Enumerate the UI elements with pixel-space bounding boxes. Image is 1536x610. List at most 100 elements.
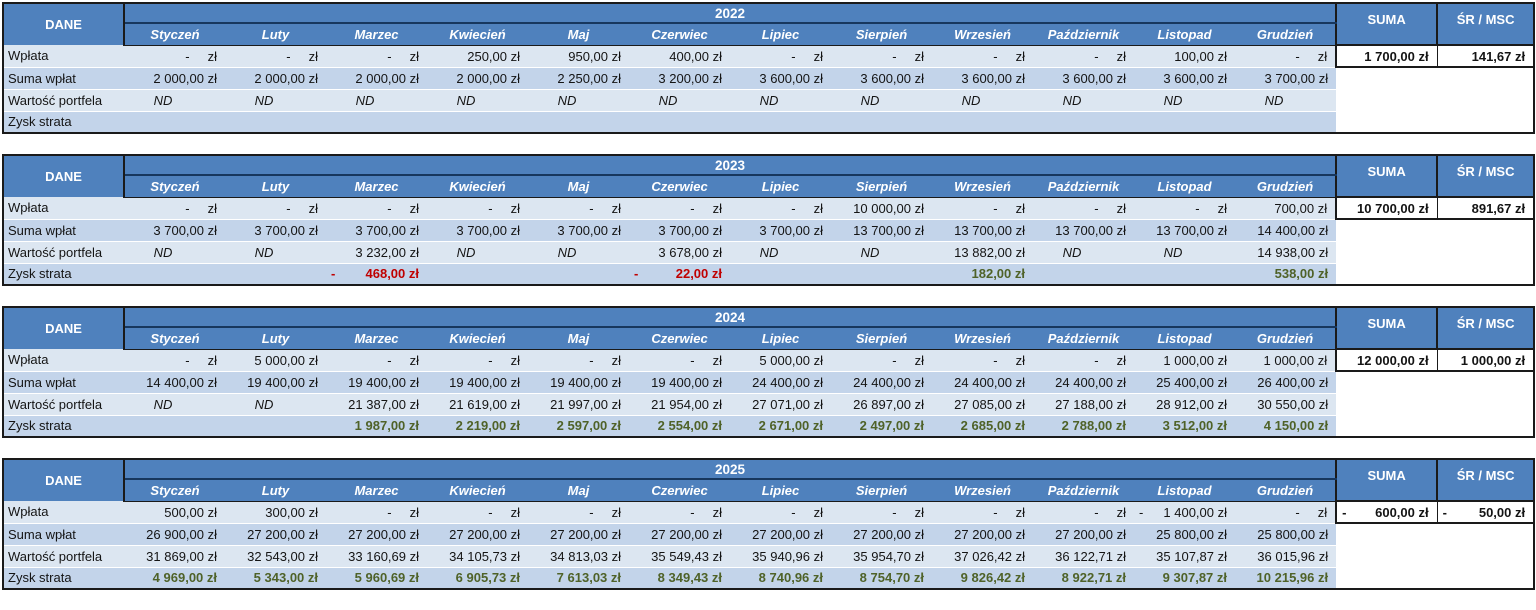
value-cell[interactable]: 28 912,00 zł — [1134, 392, 1235, 415]
value-cell[interactable]: 10 215,96 zł — [1235, 566, 1337, 589]
month-header[interactable]: Marzec — [326, 175, 427, 198]
value-cell[interactable]: - zł — [932, 197, 1033, 219]
value-cell[interactable]: 2 000,00 zł — [124, 66, 225, 89]
value-cell[interactable]: - zł — [124, 197, 225, 219]
value-cell[interactable]: 27 200,00 zł — [932, 522, 1033, 545]
value-cell[interactable]: ND — [1033, 240, 1134, 263]
value-cell[interactable]: - 468,00 zł — [326, 262, 427, 285]
value-cell[interactable] — [225, 110, 326, 133]
month-header[interactable]: Listopad — [1134, 175, 1235, 198]
value-cell[interactable]: 35 107,87 zł — [1134, 544, 1235, 567]
value-cell[interactable]: 2 250,00 zł — [528, 66, 629, 89]
value-cell[interactable]: 3 512,00 zł — [1134, 414, 1235, 437]
value-cell[interactable] — [225, 414, 326, 437]
dane-header[interactable]: DANE — [3, 307, 125, 349]
value-cell[interactable]: 14 938,00 zł — [1235, 240, 1337, 263]
value-cell[interactable]: 26 900,00 zł — [124, 522, 225, 545]
month-header[interactable]: Maj — [528, 327, 629, 350]
month-header[interactable]: Sierpień — [831, 479, 932, 502]
value-cell[interactable]: 7 613,03 zł — [528, 566, 629, 589]
avg-value[interactable]: 141,67 zł — [1437, 44, 1536, 68]
row-label[interactable]: Wpłata — [3, 501, 124, 523]
row-label[interactable]: Suma wpłat — [3, 66, 124, 89]
value-cell[interactable]: 19 400,00 zł — [528, 370, 629, 393]
value-cell[interactable]: ND — [730, 240, 831, 263]
avg-header[interactable]: ŚR / MSC — [1437, 459, 1535, 502]
value-cell[interactable]: 5 960,69 zł — [326, 566, 427, 589]
value-cell[interactable]: 3 600,00 zł — [730, 66, 831, 89]
value-cell[interactable]: 27 071,00 zł — [730, 392, 831, 415]
value-cell[interactable]: 27 188,00 zł — [1033, 392, 1134, 415]
value-cell[interactable]: 950,00 zł — [528, 45, 629, 67]
value-cell[interactable] — [124, 414, 225, 437]
value-cell[interactable]: ND — [1235, 88, 1337, 111]
value-cell[interactable]: - zł — [831, 501, 932, 523]
month-header[interactable]: Lipiec — [730, 175, 831, 198]
value-cell[interactable] — [326, 110, 427, 133]
value-cell[interactable]: - zł — [528, 349, 629, 371]
value-cell[interactable]: 19 400,00 zł — [629, 370, 730, 393]
value-cell[interactable]: - zł — [1033, 197, 1134, 219]
value-cell[interactable]: ND — [831, 240, 932, 263]
month-header[interactable]: Lipiec — [730, 327, 831, 350]
value-cell[interactable]: 3 678,00 zł — [629, 240, 730, 263]
row-label[interactable]: Wartość portfela — [3, 240, 124, 263]
dane-header[interactable]: DANE — [3, 155, 125, 197]
value-cell[interactable]: ND — [225, 240, 326, 263]
value-cell[interactable]: 3 600,00 zł — [932, 66, 1033, 89]
value-cell[interactable]: 5 343,00 zł — [225, 566, 326, 589]
suma-value[interactable]: 10 700,00 zł — [1335, 196, 1438, 220]
value-cell[interactable] — [1134, 262, 1235, 285]
value-cell[interactable]: - zł — [427, 349, 528, 371]
value-cell[interactable]: 8 754,70 zł — [831, 566, 932, 589]
value-cell[interactable]: 34 105,73 zł — [427, 544, 528, 567]
value-cell[interactable]: ND — [124, 392, 225, 415]
month-header[interactable]: Sierpień — [831, 327, 932, 350]
value-cell[interactable]: ND — [528, 240, 629, 263]
dane-header[interactable]: DANE — [3, 459, 125, 501]
month-header[interactable]: Wrzesień — [932, 479, 1033, 502]
value-cell[interactable]: 1 000,00 zł — [1235, 349, 1337, 371]
year-header[interactable]: 2024 — [124, 307, 1337, 328]
value-cell[interactable]: 27 200,00 zł — [1033, 522, 1134, 545]
value-cell[interactable]: 8 922,71 zł — [1033, 566, 1134, 589]
value-cell[interactable]: 538,00 zł — [1235, 262, 1337, 285]
month-header[interactable]: Sierpień — [831, 23, 932, 46]
value-cell[interactable]: - 1 400,00 zł — [1134, 501, 1235, 523]
value-cell[interactable]: 3 600,00 zł — [831, 66, 932, 89]
value-cell[interactable]: 21 619,00 zł — [427, 392, 528, 415]
value-cell[interactable]: 13 700,00 zł — [831, 218, 932, 241]
value-cell[interactable]: 27 200,00 zł — [326, 522, 427, 545]
value-cell[interactable]: 19 400,00 zł — [326, 370, 427, 393]
value-cell[interactable]: - zł — [1134, 197, 1235, 219]
month-header[interactable]: Lipiec — [730, 23, 831, 46]
value-cell[interactable]: 34 813,03 zł — [528, 544, 629, 567]
month-header[interactable]: Wrzesień — [932, 175, 1033, 198]
year-header[interactable]: 2023 — [124, 155, 1337, 176]
value-cell[interactable]: 32 543,00 zł — [225, 544, 326, 567]
value-cell[interactable]: 27 200,00 zł — [629, 522, 730, 545]
suma-value[interactable]: 1 700,00 zł — [1335, 44, 1438, 68]
value-cell[interactable]: 21 997,00 zł — [528, 392, 629, 415]
value-cell[interactable]: 2 671,00 zł — [730, 414, 831, 437]
value-cell[interactable]: ND — [932, 88, 1033, 111]
value-cell[interactable] — [831, 262, 932, 285]
value-cell[interactable]: 35 940,96 zł — [730, 544, 831, 567]
value-cell[interactable]: 3 232,00 zł — [326, 240, 427, 263]
month-header[interactable]: Maj — [528, 23, 629, 46]
month-header[interactable]: Sierpień — [831, 175, 932, 198]
value-cell[interactable]: 14 400,00 zł — [1235, 218, 1337, 241]
month-header[interactable]: Listopad — [1134, 23, 1235, 46]
value-cell[interactable]: 6 905,73 zł — [427, 566, 528, 589]
month-header[interactable]: Styczeń — [124, 175, 225, 198]
value-cell[interactable]: 3 700,00 zł — [225, 218, 326, 241]
value-cell[interactable]: - zł — [1033, 349, 1134, 371]
month-header[interactable]: Luty — [225, 175, 326, 198]
value-cell[interactable]: 27 200,00 zł — [831, 522, 932, 545]
value-cell[interactable]: 10 000,00 zł — [831, 197, 932, 219]
value-cell[interactable]: - zł — [629, 501, 730, 523]
row-label[interactable]: Wartość portfela — [3, 88, 124, 111]
value-cell[interactable] — [932, 110, 1033, 133]
value-cell[interactable]: - zł — [730, 501, 831, 523]
row-label[interactable]: Zysk strata — [3, 262, 124, 285]
